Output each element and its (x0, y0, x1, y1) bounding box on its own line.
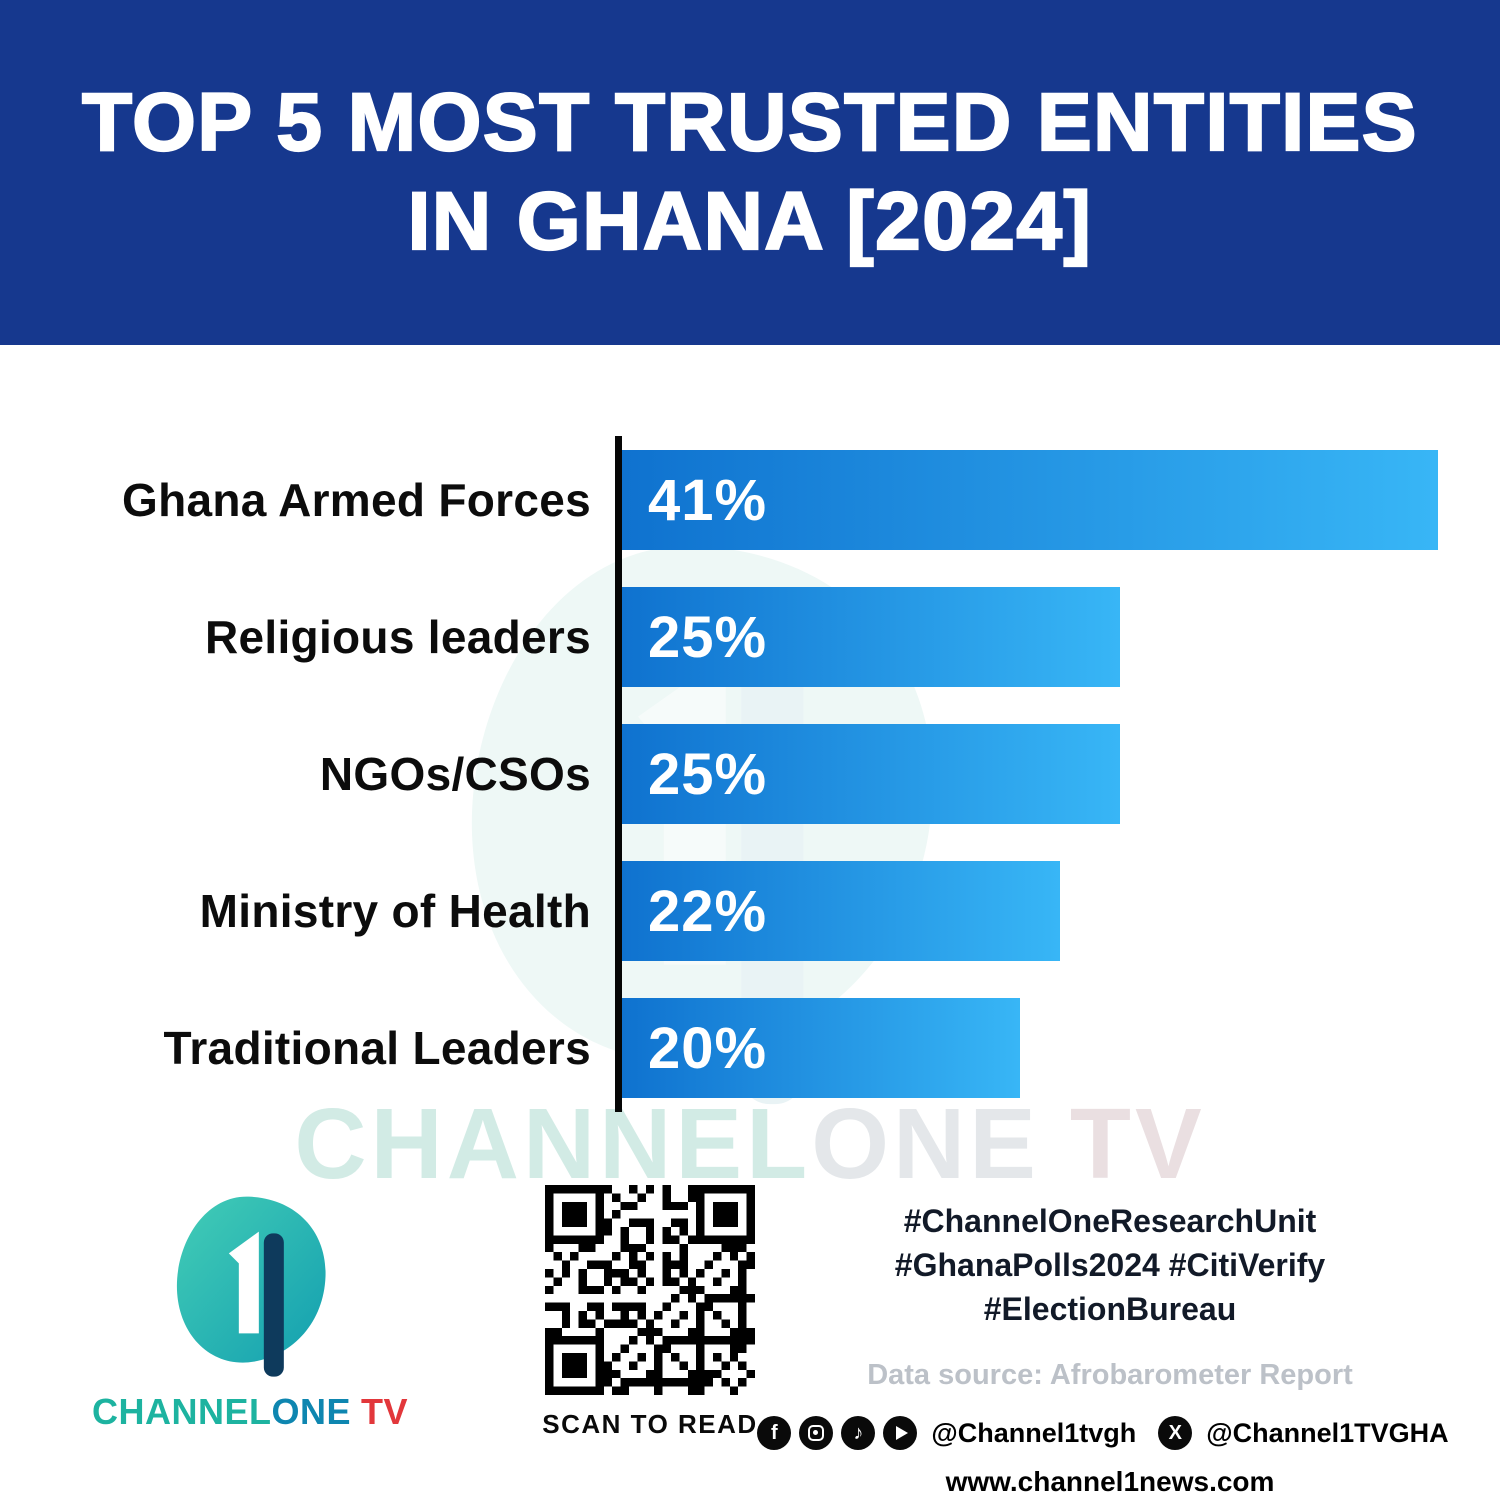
value-label: 20% (648, 1015, 768, 1081)
watermark-channel: CHANNEL (294, 1088, 812, 1200)
bar: 22% (622, 861, 1060, 961)
footer-info-block: #ChannelOneResearchUnit #GhanaPolls2024 … (757, 1185, 1449, 1498)
category-label: NGOs/CSOs (319, 748, 591, 800)
value-label: 41% (648, 467, 768, 533)
channel-one-logo-icon (176, 1196, 326, 1377)
chart-row: Ghana Armed Forces 41% (0, 450, 1438, 550)
qr-code (545, 1185, 755, 1395)
category-label: Ministry of Health (199, 885, 591, 937)
chart-row: Religious leaders 25% (0, 587, 1438, 687)
wordmark-channel: CHANNEL (91, 1391, 272, 1432)
brand-text-watermark: CHANNELONE TV (0, 1094, 1500, 1194)
value-label: 22% (648, 878, 768, 944)
chart-axis-line (615, 436, 622, 1112)
wordmark-one: ONE (271, 1391, 351, 1432)
watermark-tv: TV (1069, 1088, 1206, 1200)
social-handle-2: @Channel1TVGHA (1206, 1417, 1449, 1448)
chart-row: Ministry of Health 22% (0, 861, 1438, 961)
category-label: Ghana Armed Forces (122, 474, 591, 526)
qr-caption: SCAN TO READ (542, 1409, 758, 1439)
header-banner: TOP 5 MOST TRUSTED ENTITIES IN GHANA [20… (0, 0, 1500, 345)
wordmark-tv: TV (361, 1391, 409, 1432)
bar-track: 20% (622, 998, 1438, 1098)
social-row: f ♪ @Channel1tvgh X @Channel1TVGHA (757, 1416, 1449, 1451)
bar: 41% (622, 450, 1438, 550)
watermark-one: ONE (811, 1088, 1040, 1200)
page-title-line-2: IN GHANA [2024] (407, 175, 1093, 268)
value-label: 25% (648, 741, 768, 807)
page-title-line-1: TOP 5 MOST TRUSTED ENTITIES (81, 77, 1418, 170)
hashtags-line-2: #GhanaPolls2024 #CitiVerify (894, 1247, 1326, 1284)
bar-track: 22% (622, 861, 1438, 961)
chart-row: Traditional Leaders 20% (0, 998, 1438, 1098)
brand-wordmark: CHANNELONE TV (92, 1391, 408, 1433)
chart-row: NGOs/CSOs 25% (0, 724, 1438, 824)
bar: 25% (622, 587, 1120, 687)
bar-track: 25% (622, 587, 1438, 687)
qr-block: SCAN TO READ (520, 1185, 780, 1440)
hashtags-line-3: #ElectionBureau (983, 1291, 1237, 1328)
website-url: www.channel1news.com (945, 1466, 1275, 1498)
category-label: Religious leaders (204, 611, 591, 663)
facebook-icon: f (757, 1416, 792, 1451)
tiktok-icon: ♪ (841, 1416, 876, 1451)
bar-track: 25% (622, 724, 1438, 824)
value-label: 25% (648, 604, 768, 670)
category-label: Traditional Leaders (163, 1022, 591, 1074)
bar: 20% (622, 998, 1021, 1098)
bar: 25% (622, 724, 1120, 824)
channel-one-logo-block: CHANNELONE TV (70, 1185, 430, 1433)
data-source-label: Data source: Afrobarometer Report (867, 1359, 1353, 1392)
social-handle-1: @Channel1tvgh (931, 1417, 1137, 1448)
bar-chart: Ghana Armed Forces 41% Religious leaders… (0, 436, 1438, 1112)
footer: CHANNELONE TV SCAN TO READ #ChannelOneRes… (0, 1185, 1500, 1498)
youtube-icon (883, 1416, 918, 1451)
chart-rows: Ghana Armed Forces 41% Religious leaders… (0, 450, 1438, 1098)
bar-track: 41% (622, 450, 1438, 550)
hashtags-line-1: #ChannelOneResearchUnit (903, 1203, 1317, 1239)
x-twitter-icon: X (1158, 1416, 1193, 1451)
instagram-icon (799, 1416, 834, 1451)
